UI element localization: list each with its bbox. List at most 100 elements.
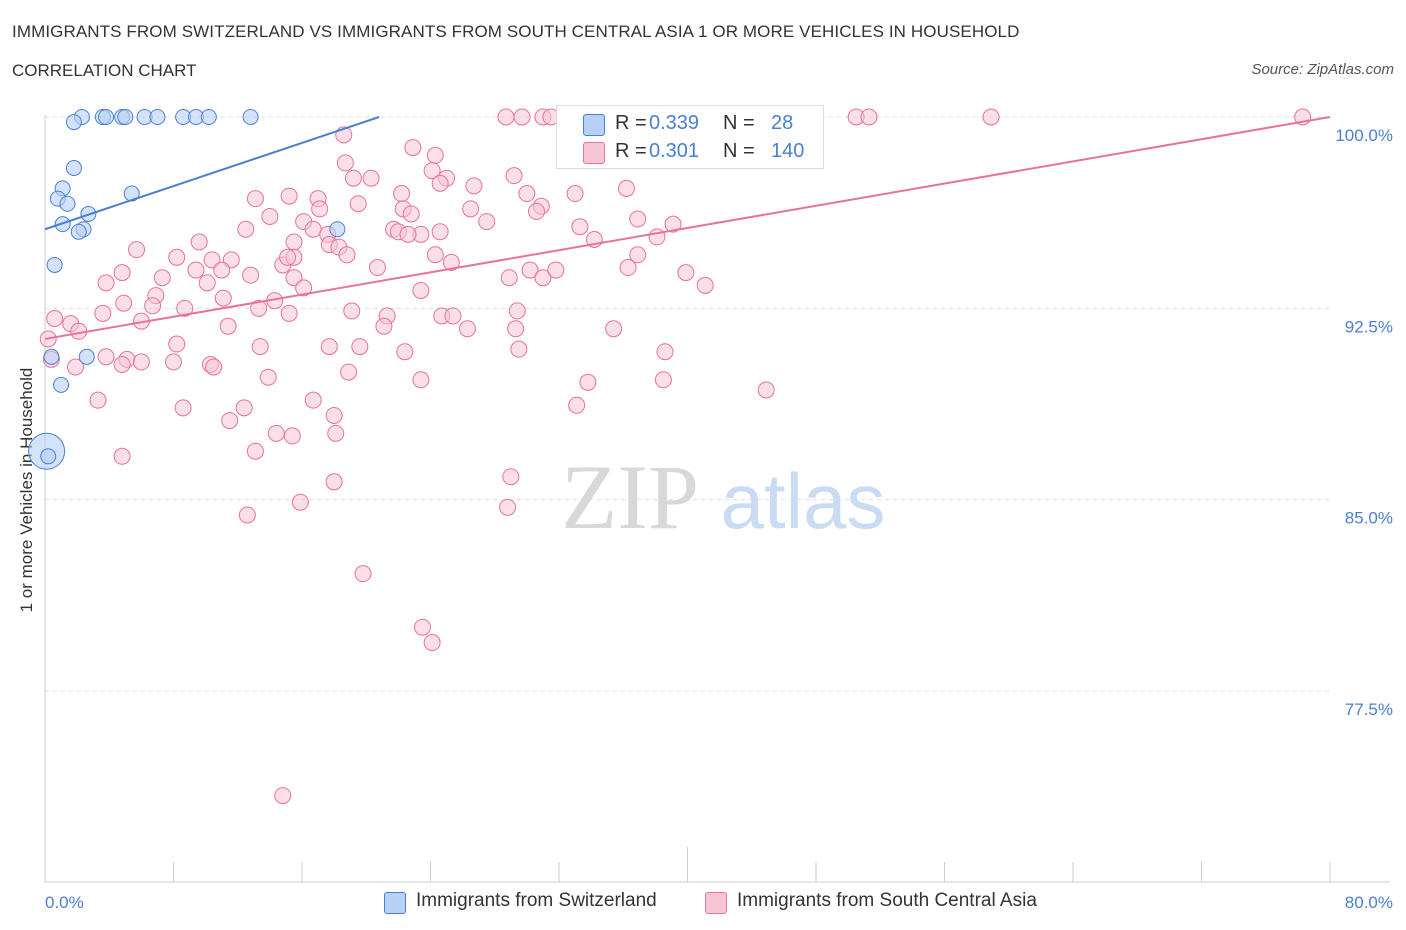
legend-r-value: 0.301 [649,140,700,162]
data-point-south-central-asia [354,565,372,583]
data-point-switzerland [53,376,70,393]
data-point-south-central-asia [311,200,329,218]
legend-n-label: N = [723,140,755,162]
stats-legend-row-south-central-asia: R = 0.301 N = 140 [557,138,823,166]
data-point-south-central-asia [465,177,483,195]
data-point-south-central-asia [221,412,239,430]
data-point-south-central-asia [291,493,309,511]
data-point-south-central-asia [462,200,480,218]
data-point-south-central-asia [238,506,256,524]
y-tick-label: 77.5% [1345,700,1393,719]
data-point-south-central-asia [340,363,358,381]
data-point-south-central-asia [605,320,623,338]
data-point-south-central-asia [295,279,313,297]
data-point-south-central-asia [94,304,112,322]
data-point-south-central-asia [351,338,369,356]
data-point-switzerland [98,109,115,125]
data-point-south-central-asia [426,146,444,164]
data-point-south-central-asia [190,233,208,251]
data-point-south-central-asia [656,343,674,361]
data-point-switzerland [59,195,76,212]
data-point-south-central-asia [518,185,536,203]
data-point-south-central-asia [431,174,449,192]
data-point-south-central-asia [505,167,523,185]
legend-n-value: 140 [771,140,805,162]
data-point-south-central-asia [404,139,422,157]
data-point-south-central-asia [285,233,303,251]
data-point-south-central-asia [368,259,386,277]
data-point-south-central-asia [696,276,714,294]
data-point-south-central-asia [566,185,584,203]
data-point-south-central-asia [174,399,192,417]
stats-legend: R = 0.339 N = 28 R = 0.301 N = 140 [556,105,824,169]
data-point-switzerland [65,114,82,131]
data-point-switzerland [46,256,63,273]
data-point-switzerland [117,109,134,125]
data-point-south-central-asia [757,381,775,399]
legend-n-value: 28 [771,112,794,134]
source-label: Source: ZipAtlas.com [1251,61,1394,78]
data-point-switzerland [40,448,57,465]
data-point-south-central-asia [362,169,380,187]
data-point-south-central-asia [412,371,430,389]
data-point-south-central-asia [547,261,565,279]
data-point-south-central-asia [349,195,367,213]
data-point-south-central-asia [534,269,552,287]
watermark: ZIP atlas [561,446,885,548]
data-point-south-central-asia [396,343,414,361]
data-point-south-central-asia [444,307,462,325]
data-point-south-central-asia [67,358,85,376]
data-point-south-central-asia [617,179,635,197]
legend-swatch-pink [705,892,727,914]
data-point-south-central-asia [205,358,223,376]
data-point-south-central-asia [235,399,253,417]
data-point-south-central-asia [629,210,647,228]
data-point-south-central-asia [423,162,441,180]
data-point-south-central-asia [513,108,531,126]
data-point-south-central-asia [521,261,539,279]
data-point-south-central-asia [279,248,297,266]
data-point-south-central-asia [664,215,682,233]
legend-swatch-blue [583,114,605,136]
stats-legend-row-switzerland: R = 0.339 N = 28 [557,110,823,138]
data-point-south-central-asia [219,317,237,335]
data-point-south-central-asia [251,338,269,356]
legend-r-label: R = [615,140,647,162]
data-point-switzerland [78,348,95,365]
data-point-south-central-asia [113,447,131,465]
data-point-south-central-asia [304,391,322,409]
data-point-south-central-asia [128,241,146,259]
data-point-south-central-asia [165,353,182,371]
data-point-south-central-asia [237,220,255,238]
data-point-south-central-asia [677,264,695,282]
data-point-south-central-asia [304,220,322,238]
data-point-south-central-asia [214,289,232,307]
data-point-south-central-asia [187,261,205,279]
data-point-south-central-asia [327,424,345,442]
data-point-south-central-asia [393,185,411,203]
data-point-south-central-asia [250,299,268,317]
data-point-south-central-asia [115,294,133,312]
axes [44,115,1390,883]
data-point-south-central-asia [579,373,597,391]
data-point-south-central-asia [442,253,460,271]
data-point-south-central-asia [283,427,301,445]
data-point-south-central-asia [97,348,115,366]
data-point-south-central-asia [325,406,343,424]
data-point-south-central-asia [982,108,1000,126]
x-tick-label: 0.0% [45,893,84,912]
data-point-south-central-asia [500,269,518,287]
legend-swatch-pink [583,142,605,164]
data-point-switzerland [329,221,346,238]
data-point-south-central-asia [860,108,878,126]
chart-subtitle: CORRELATION CHART [12,61,197,80]
data-point-south-central-asia [242,266,260,284]
watermark-atlas: atlas [721,457,886,545]
data-point-south-central-asia [399,225,417,243]
legend-r-value: 0.339 [649,112,700,134]
data-point-switzerland [242,109,259,125]
data-point-south-central-asia [426,246,444,264]
data-point-south-central-asia [375,317,393,335]
data-point-switzerland [149,109,166,125]
data-point-south-central-asia [198,274,216,292]
